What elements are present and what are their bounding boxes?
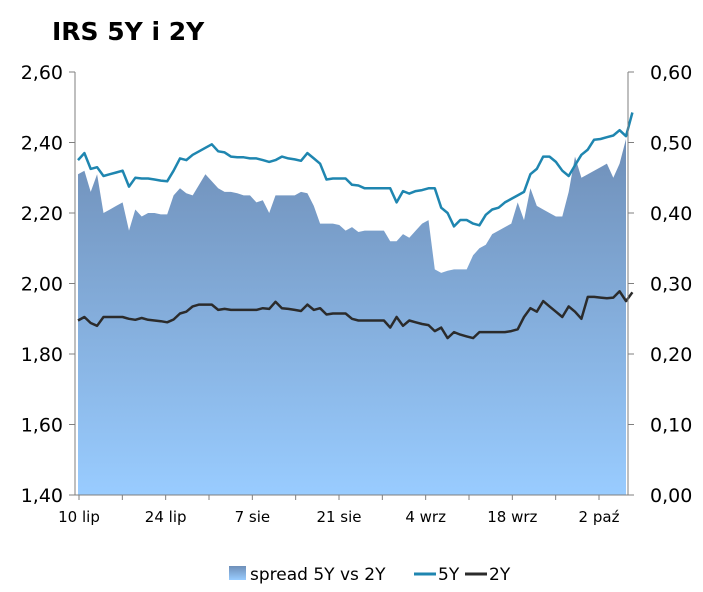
y-right-tick-label: 0,60 — [650, 62, 692, 84]
legend-label-spread: spread 5Y vs 2Y — [250, 565, 386, 585]
y-right-tick-label: 0,50 — [650, 133, 692, 155]
y-right-tick-label: 0,20 — [650, 344, 692, 366]
axes: 1,40 1,60 1,80 2,00 2,20 2,40 2,60 0,00 0,10 0,20… — [21, 62, 693, 526]
y-left-tick-label: 2,40 — [21, 133, 63, 155]
x-tick-label: 24 lip — [145, 508, 187, 526]
y-right-tick-label: 0,30 — [650, 274, 692, 296]
x-tick-label: 10 lip — [58, 508, 100, 526]
x-tick-label: 2 paź — [579, 508, 620, 526]
x-tick-label: 21 sie — [316, 508, 361, 526]
y-right-tick-label: 0,10 — [650, 415, 692, 437]
y-left-tick-label: 2,20 — [21, 203, 63, 225]
x-tick-label: 18 wrz — [487, 508, 537, 526]
x-tick-label: 4 wrz — [405, 508, 446, 526]
y-right-tick-label: 0,40 — [650, 203, 692, 225]
y-left-tick-label: 2,60 — [21, 62, 63, 84]
series-line-5y — [77, 112, 634, 228]
y-left-tick-label: 1,40 — [21, 485, 63, 507]
y-left-tick-label: 2,00 — [21, 274, 63, 296]
legend-swatch-spread — [229, 566, 246, 580]
x-tick-label: 7 sie — [235, 508, 271, 526]
legend-label-5y: 5Y — [438, 565, 460, 585]
y-left-tick-label: 1,80 — [21, 344, 63, 366]
y-left-tick-label: 1,60 — [21, 415, 63, 437]
series-line-2y — [77, 290, 634, 340]
spread-area — [78, 139, 626, 495]
plot-area — [77, 112, 634, 495]
chart-title: IRS 5Y i 2Y — [52, 17, 205, 46]
legend-label-2y: 2Y — [489, 565, 511, 585]
legend: spread 5Y vs 2Y 5Y 2Y — [229, 565, 511, 585]
y-right-tick-label: 0,00 — [650, 485, 692, 507]
